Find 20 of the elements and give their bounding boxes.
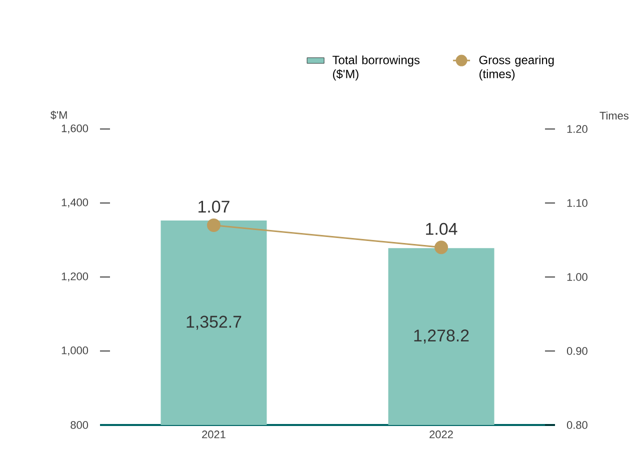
- y-tick-label: 800: [70, 421, 88, 429]
- y2-tick-label: 1.10: [567, 199, 588, 207]
- y-tick-label: 1,400: [62, 198, 88, 208]
- y-tick-label: 1,600: [62, 124, 88, 134]
- y2-tick-label: 0.90: [566, 347, 588, 355]
- data-label: 1,278.2: [414, 330, 469, 344]
- data-label: 1.04: [426, 222, 458, 235]
- y2-tick-label: 1.00: [567, 273, 588, 281]
- x-tick-label: 2022: [430, 430, 453, 438]
- y-axis-title: $'M: [50, 110, 67, 120]
- y2-tick-label: 0.80: [566, 421, 588, 429]
- legend-label: Total borrowings ($'M): [332, 55, 420, 81]
- x-tick-label: 2021: [202, 430, 226, 438]
- data-label: 1,352.7: [186, 316, 242, 330]
- y2-axis-title: Times: [600, 112, 628, 120]
- y-tick-label: 1,200: [62, 272, 88, 282]
- y2-tick-label: 1.20: [567, 125, 588, 133]
- legend-label: Gross gearing (times): [479, 55, 554, 81]
- data-label: 1.07: [198, 200, 230, 213]
- y-tick-label: 1,000: [62, 346, 88, 356]
